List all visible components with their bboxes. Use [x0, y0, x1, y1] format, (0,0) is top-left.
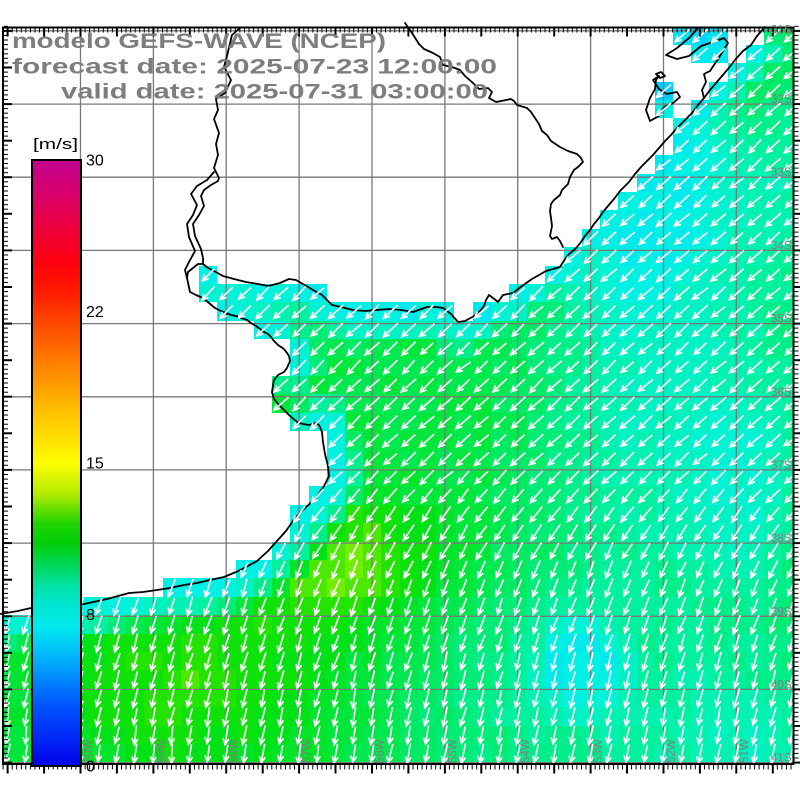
- svg-text:52W: 52W: [666, 739, 678, 763]
- svg-text:valid date: 2025-07-31 03:00:0: valid date: 2025-07-31 03:00:00: [61, 80, 488, 104]
- svg-text:55W: 55W: [447, 739, 459, 763]
- svg-text:59W: 59W: [156, 739, 168, 763]
- svg-text:58W: 58W: [229, 739, 241, 763]
- svg-text:22: 22: [86, 304, 104, 321]
- svg-text:8: 8: [86, 607, 95, 624]
- svg-text:modelo GEFS-WAVE (NCEP): modelo GEFS-WAVE (NCEP): [12, 29, 386, 53]
- svg-text:53W: 53W: [593, 739, 605, 763]
- svg-text:[m/s]: [m/s]: [33, 136, 78, 153]
- svg-text:39S: 39S: [771, 606, 792, 618]
- svg-text:51W: 51W: [739, 739, 751, 763]
- svg-text:38S: 38S: [771, 533, 792, 545]
- svg-text:32S: 32S: [771, 94, 792, 106]
- svg-text:34S: 34S: [771, 240, 792, 252]
- svg-text:31S: 31S: [771, 24, 792, 36]
- svg-text:56W: 56W: [375, 739, 387, 763]
- svg-text:40S: 40S: [771, 679, 792, 691]
- svg-text:30: 30: [86, 153, 104, 170]
- svg-text:37S: 37S: [771, 460, 792, 472]
- svg-text:forecast date: 2025-07-23 12:0: forecast date: 2025-07-23 12:00:00: [12, 55, 497, 79]
- svg-text:60W: 60W: [83, 739, 95, 763]
- svg-text:57W: 57W: [302, 739, 314, 763]
- svg-text:54W: 54W: [520, 739, 532, 763]
- svg-text:35S: 35S: [771, 314, 792, 326]
- svg-text:36S: 36S: [771, 387, 792, 399]
- svg-text:41S: 41S: [771, 753, 792, 765]
- svg-text:33S: 33S: [771, 167, 792, 179]
- svg-text:0: 0: [86, 759, 95, 776]
- svg-text:15: 15: [86, 456, 104, 473]
